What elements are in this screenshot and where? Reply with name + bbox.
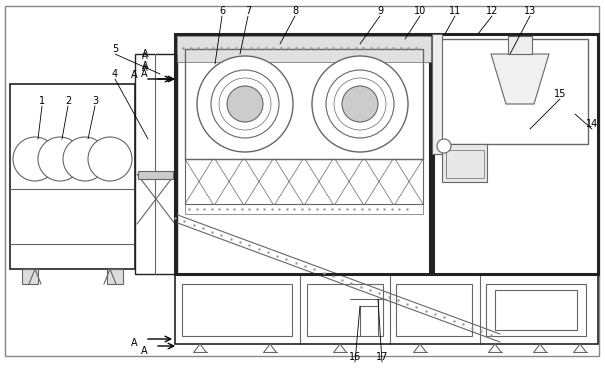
Bar [185,159,423,204]
Text: A: A [142,346,148,356]
Bar [182,284,292,336]
Text: A: A [142,52,148,61]
Bar [486,284,586,336]
Polygon shape [491,54,549,104]
Bar [508,36,532,54]
Text: A: A [142,49,148,59]
Bar [185,204,423,214]
Text: 8: 8 [292,6,298,16]
Circle shape [326,70,394,138]
Bar [446,150,484,178]
Circle shape [437,139,451,153]
Text: 11: 11 [449,6,461,16]
Text: 12: 12 [486,6,498,16]
Circle shape [13,137,57,181]
Text: 2: 2 [65,96,71,106]
Text: 14: 14 [586,119,598,129]
Text: 15: 15 [554,89,566,99]
Bar [185,49,423,159]
Text: 3: 3 [92,96,98,106]
Text: 7: 7 [245,6,251,16]
Text: A: A [142,69,148,79]
Bar [442,144,487,182]
Text: A: A [142,61,148,71]
Circle shape [63,137,107,181]
Bar [135,54,177,274]
Text: 5: 5 [112,44,118,54]
Bar [307,284,383,336]
Bar [430,34,598,274]
Text: A: A [131,338,138,348]
Bar [107,269,123,284]
Circle shape [342,86,378,122]
Bar [495,290,577,330]
Text: A: A [131,70,138,80]
Text: 10: 10 [414,6,426,16]
Text: 17: 17 [376,352,388,362]
Bar [175,274,598,344]
Text: 4: 4 [112,69,118,79]
Circle shape [227,86,263,122]
Bar [138,171,173,179]
Bar [177,36,431,62]
Circle shape [38,137,82,181]
Bar [175,34,433,274]
Text: 16: 16 [349,352,361,362]
Bar [22,269,38,284]
Bar [396,284,472,336]
Text: 13: 13 [524,6,536,16]
Circle shape [211,70,279,138]
Bar [10,84,135,269]
Circle shape [88,137,132,181]
Bar [432,34,442,154]
Text: 6: 6 [219,6,225,16]
Circle shape [197,56,293,152]
Bar [440,39,588,144]
Circle shape [312,56,408,152]
Text: 9: 9 [377,6,383,16]
Text: A: A [142,64,148,73]
Text: 1: 1 [39,96,45,106]
